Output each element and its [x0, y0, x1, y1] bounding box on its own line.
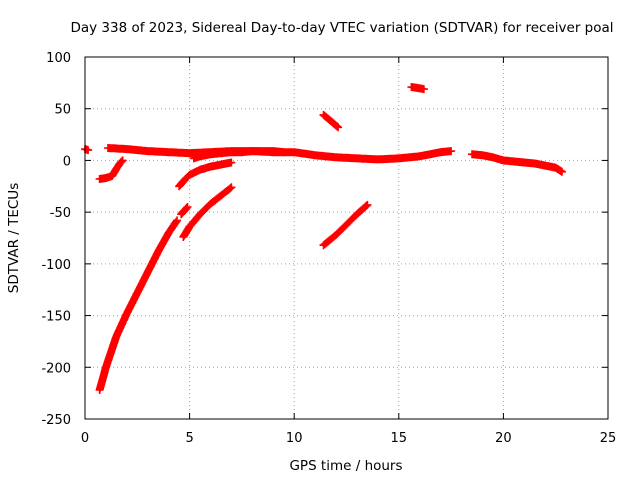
series-track-08 — [189, 147, 288, 163]
x-tick-label: 0 — [81, 431, 89, 446]
x-tick-label: 5 — [185, 431, 193, 446]
y-tick-label: -250 — [41, 413, 71, 428]
data-points — [81, 83, 566, 394]
y-tick-label: -200 — [41, 361, 71, 376]
data-point-markers — [468, 150, 566, 176]
series-track-07 — [177, 203, 192, 219]
data-point-markers — [189, 147, 288, 163]
axis-ticks: 0 5 10 15 20 25 -250 -200 -150 -100 -50 0 50 100 — [41, 51, 616, 446]
x-tick-label: 10 — [286, 431, 303, 446]
x-tick-label: 15 — [391, 431, 408, 446]
series-track-10 — [319, 200, 372, 250]
data-point-markers — [95, 156, 127, 183]
data-point-markers — [95, 216, 181, 394]
chart-title: Day 338 of 2023, Sidereal Day-to-day VTE… — [70, 20, 613, 36]
x-axis-label: GPS time / hours — [289, 458, 402, 474]
grid — [85, 57, 608, 419]
series-track-04 — [95, 216, 181, 394]
series-track-12 — [468, 150, 566, 176]
series-track-05 — [175, 158, 236, 191]
y-tick-label: -100 — [41, 258, 71, 273]
data-point-markers — [179, 183, 236, 241]
y-tick-label: 100 — [46, 51, 71, 66]
y-tick-label: 50 — [54, 103, 71, 118]
data-point-markers — [177, 203, 192, 219]
plot-frame — [84, 56, 609, 420]
y-tick-label: -150 — [41, 310, 71, 325]
y-tick-label: 0 — [63, 154, 71, 169]
data-point-markers — [319, 110, 343, 132]
y-tick-label: -50 — [50, 206, 71, 221]
data-point-markers — [319, 200, 372, 250]
y-axis-label: SDTVAR / TECUs — [6, 183, 22, 293]
data-point-markers — [407, 83, 428, 94]
series-track-11 — [407, 83, 428, 94]
series-track-03 — [95, 156, 127, 183]
data-point-markers — [175, 158, 236, 191]
x-tick-label: 20 — [495, 431, 512, 446]
series-track-09 — [319, 110, 343, 132]
x-tick-label: 25 — [600, 431, 617, 446]
series-track-06 — [179, 183, 236, 241]
